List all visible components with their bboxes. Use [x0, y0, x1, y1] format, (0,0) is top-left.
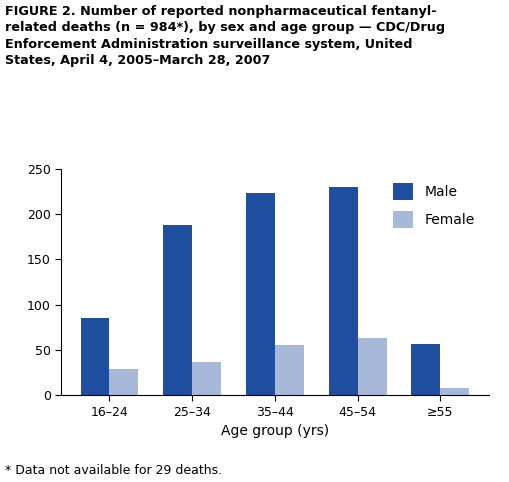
X-axis label: Age group (yrs): Age group (yrs)	[221, 424, 329, 438]
Bar	[80, 318, 109, 395]
Bar	[163, 225, 192, 395]
Text: * Data not available for 29 deaths.: * Data not available for 29 deaths.	[5, 464, 222, 477]
Bar	[411, 345, 440, 395]
Bar	[275, 346, 304, 395]
Bar	[192, 362, 221, 395]
Bar	[329, 187, 357, 395]
Bar	[109, 369, 138, 395]
Bar	[357, 338, 386, 395]
Legend: Male, Female: Male, Female	[386, 175, 482, 235]
Bar	[440, 388, 469, 395]
Text: FIGURE 2. Number of reported nonpharmaceutical fentanyl-
related deaths (n = 984: FIGURE 2. Number of reported nonpharmace…	[5, 5, 445, 67]
Bar	[246, 193, 275, 395]
